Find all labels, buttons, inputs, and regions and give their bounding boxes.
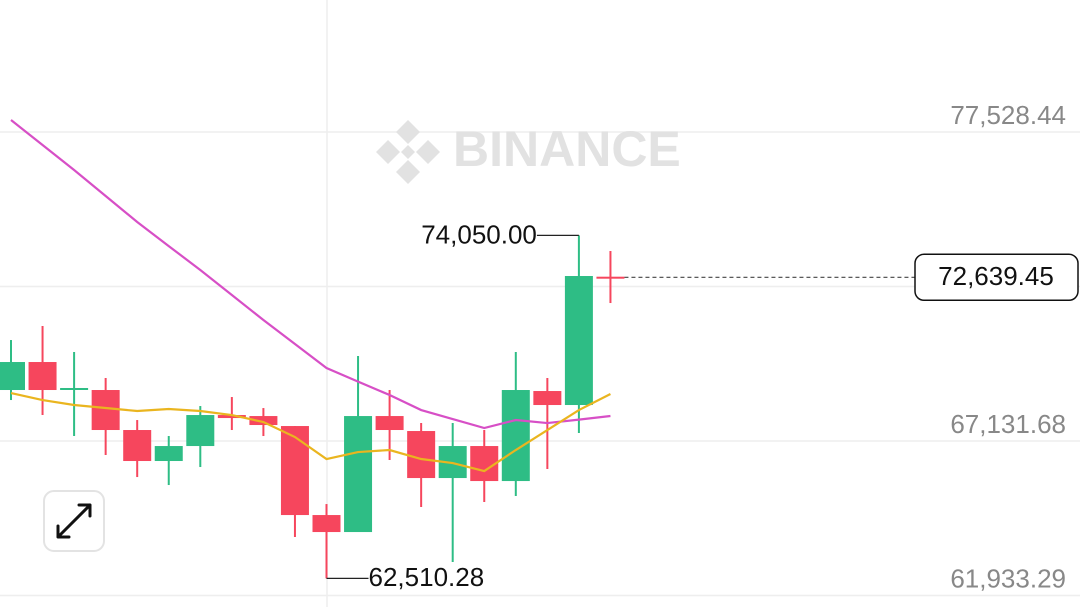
moving-average-line <box>10 391 611 473</box>
candle-body <box>186 415 215 447</box>
candle-body <box>249 416 278 426</box>
candle-body <box>154 446 183 462</box>
expand-icon[interactable] <box>56 503 92 539</box>
candle-body <box>60 387 89 390</box>
moving-average-line <box>10 119 611 430</box>
expand-button[interactable] <box>43 490 105 552</box>
candle-body <box>28 362 57 391</box>
candle-body <box>0 362 25 391</box>
candle-body <box>123 430 152 462</box>
y-tick-label: 77,528.44 <box>950 100 1066 130</box>
annotation-label: 62,510.28 <box>369 562 485 592</box>
last-price-label: 72,639.45 <box>938 261 1054 291</box>
watermark-logo <box>376 120 440 184</box>
last-price-box <box>914 253 1079 302</box>
candle-body <box>407 431 436 479</box>
y-tick-label: 61,933.29 <box>950 563 1066 593</box>
candle-body <box>280 426 309 516</box>
candle-body <box>501 390 530 482</box>
candle-body <box>344 416 373 533</box>
candle-body <box>312 515 341 533</box>
candle-body <box>217 415 246 419</box>
candle-body <box>596 276 625 279</box>
annotation-label: 74,050.00 <box>421 219 537 249</box>
candle-body <box>375 416 404 431</box>
candle-body <box>533 391 562 406</box>
y-tick-label: 67,131.68 <box>950 409 1066 439</box>
candle-body <box>564 276 593 406</box>
watermark: BINANCE <box>453 121 681 177</box>
